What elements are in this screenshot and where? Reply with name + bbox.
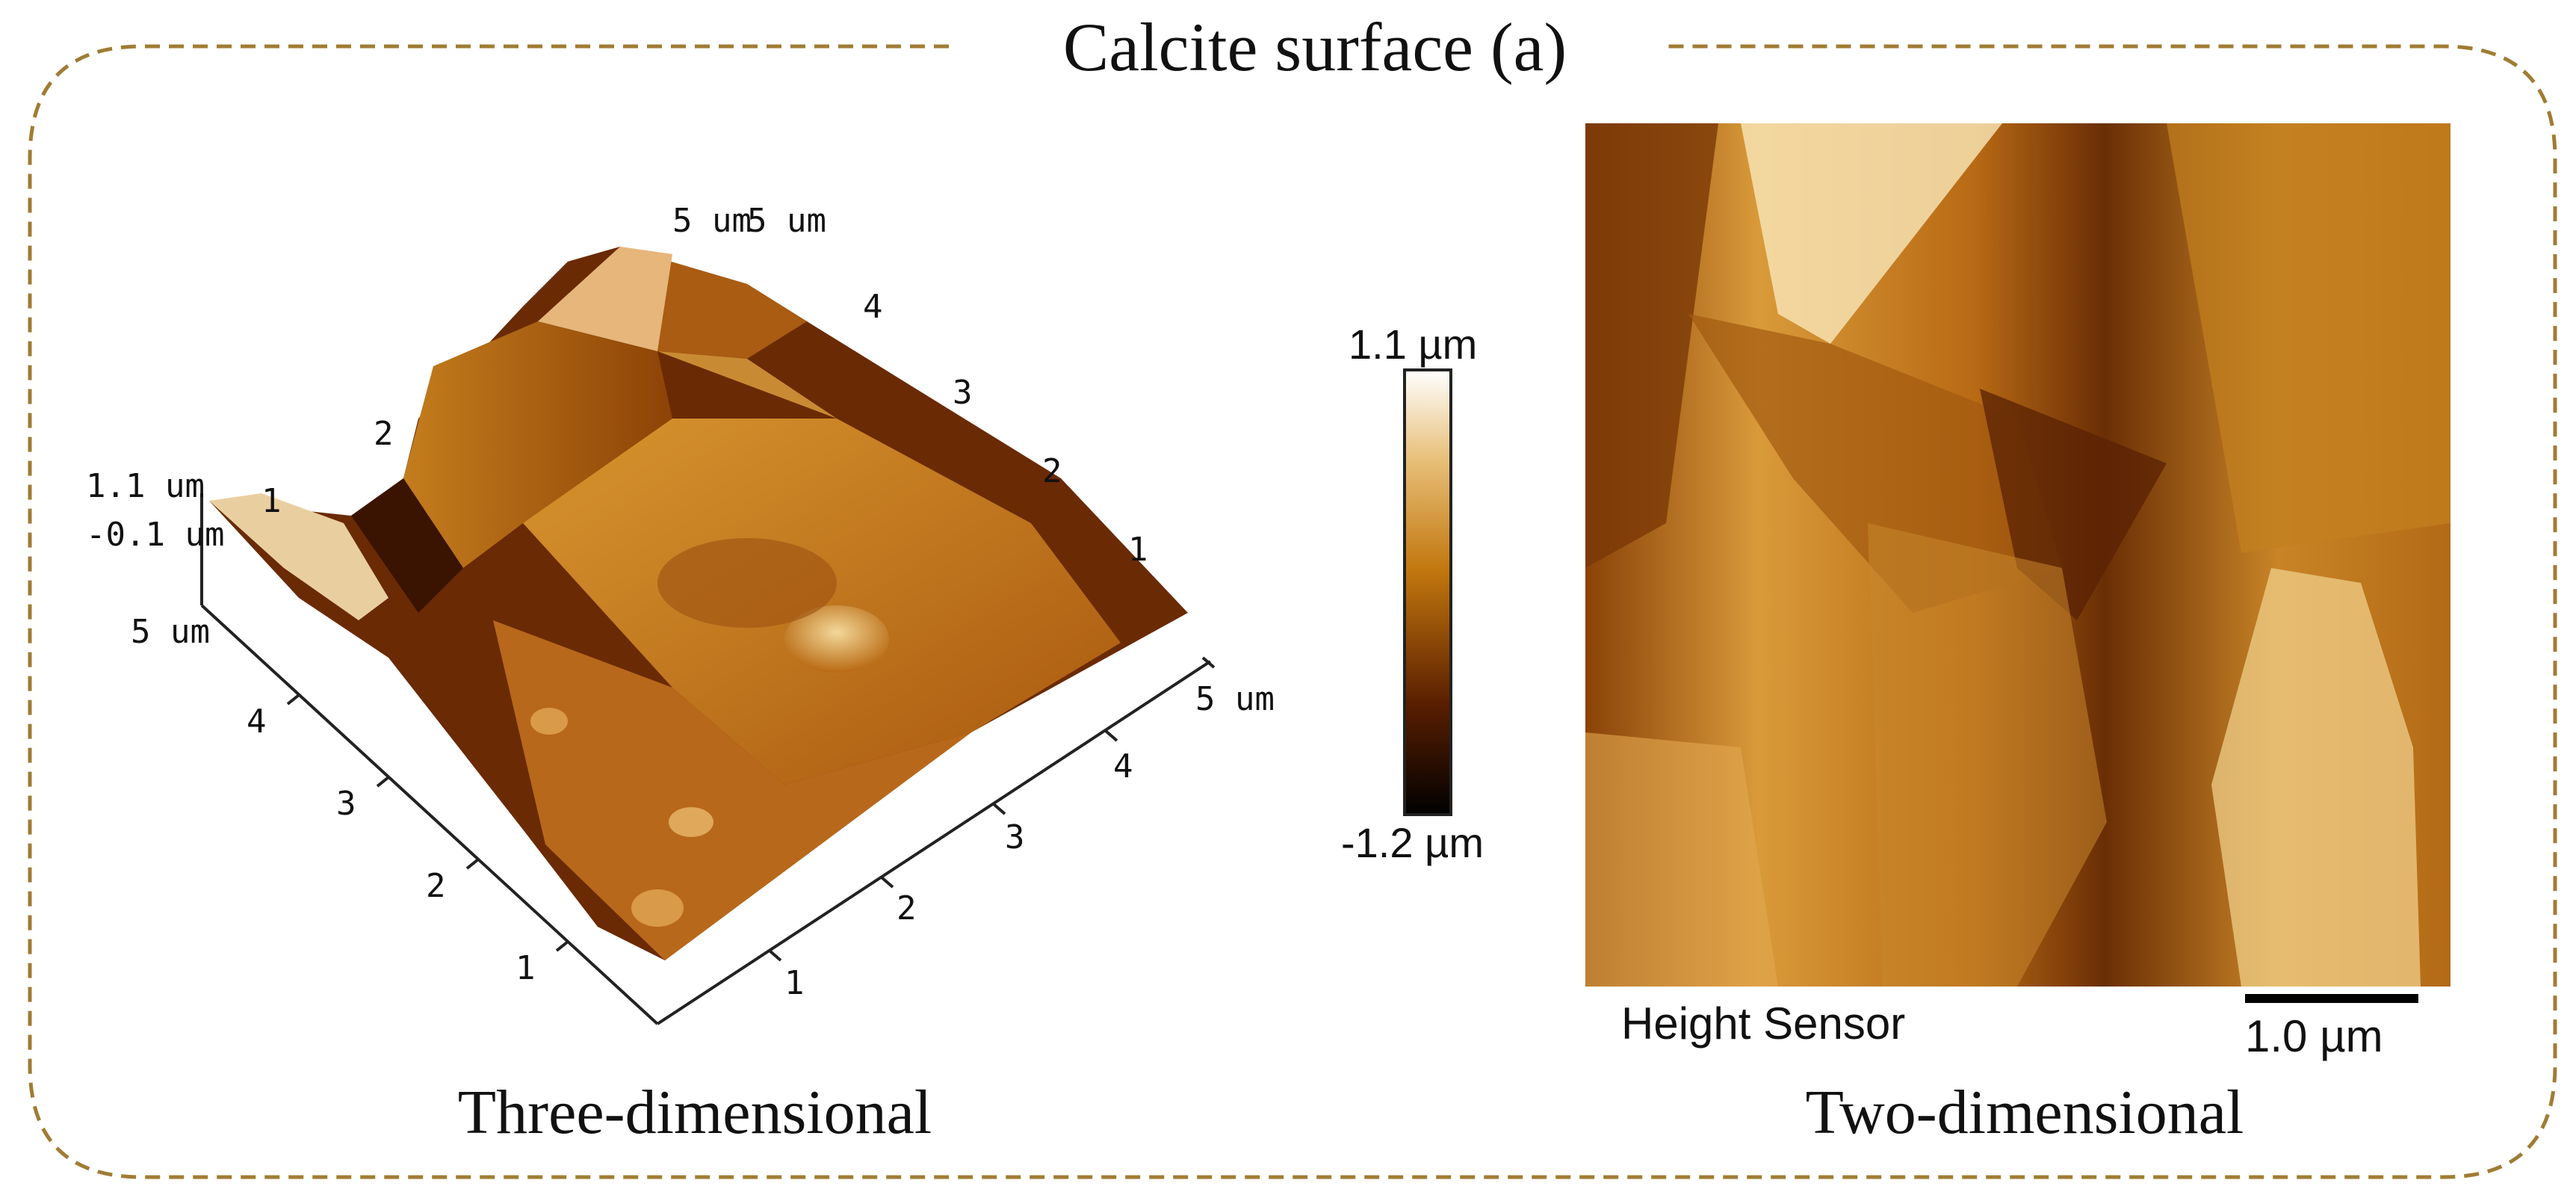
figure-title: Calcite surface (a) bbox=[964, 7, 1666, 87]
y-tick-3: 3 bbox=[1005, 818, 1025, 856]
scale-bar-label: 1.0 µm bbox=[2245, 1011, 2383, 1061]
dashed-frame bbox=[28, 44, 2557, 1179]
x-tick-1: 1 bbox=[515, 949, 536, 987]
z-max-label: 1.1 um bbox=[86, 467, 205, 505]
top-tick-3: 3 bbox=[953, 374, 973, 412]
channel-label: Height Sensor bbox=[1621, 998, 1906, 1049]
caption-two-dimensional: Two-dimensional bbox=[1805, 1078, 2244, 1147]
caption-three-dimensional: Three-dimensional bbox=[457, 1078, 932, 1147]
colorbar-min-label: -1.2 µm bbox=[1341, 819, 1484, 866]
colorbar-max-label: 1.1 µm bbox=[1349, 321, 1478, 368]
afm-3d-axis-labels: 1.1 um -0.1 um 1 2 3 4 5 um 1 2 3 4 5 um… bbox=[86, 202, 1275, 1002]
y-tick-1: 1 bbox=[784, 964, 805, 1002]
x-tick-4: 4 bbox=[247, 703, 267, 741]
top-tick-4: 4 bbox=[863, 288, 883, 326]
scale-bar bbox=[2245, 994, 2418, 1003]
x-tick-5: 5 um bbox=[131, 613, 210, 651]
left-tick-2: 2 bbox=[374, 415, 394, 453]
colorbar bbox=[1403, 368, 1452, 816]
y-tick-4: 4 bbox=[1113, 747, 1133, 785]
top-tick-a: 5 um bbox=[672, 202, 752, 240]
y-tick-2: 2 bbox=[897, 889, 917, 927]
x-tick-2: 2 bbox=[426, 867, 446, 905]
top-tick-2: 2 bbox=[1042, 452, 1062, 490]
z-min-label: -0.1 um bbox=[86, 516, 224, 554]
left-tick-1: 1 bbox=[261, 482, 282, 520]
afm-2d-image bbox=[1585, 123, 2450, 987]
top-tick-b: 5 um bbox=[747, 202, 826, 240]
x-tick-3: 3 bbox=[336, 785, 356, 823]
y-tick-5: 5 um bbox=[1195, 680, 1275, 718]
top-tick-1: 1 bbox=[1128, 531, 1148, 569]
afm-3d-render bbox=[200, 247, 1216, 1025]
